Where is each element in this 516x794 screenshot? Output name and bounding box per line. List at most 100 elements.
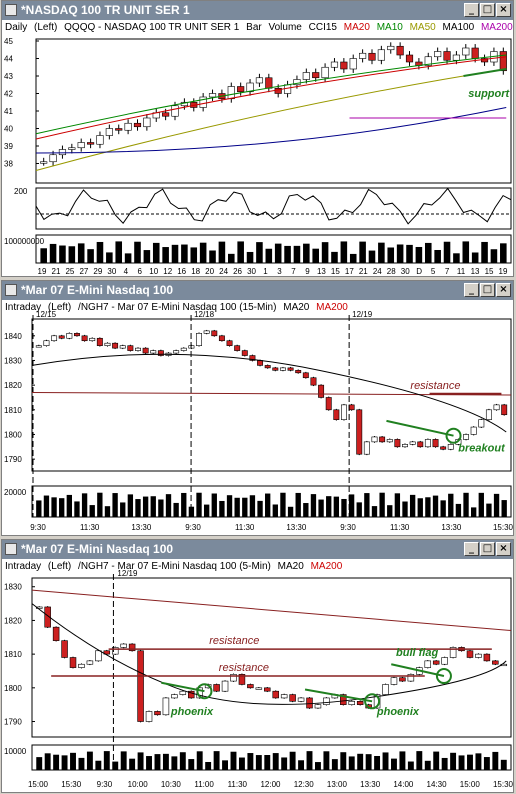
candle-body <box>43 340 50 346</box>
candle-body <box>409 441 416 445</box>
candle-body <box>154 711 161 716</box>
candle-body <box>359 52 367 59</box>
volume-bar <box>228 253 235 263</box>
session-date-label: 12/18 <box>194 310 215 319</box>
volume-bar <box>203 504 210 517</box>
x-tick-label: 6 <box>138 267 143 276</box>
candle-body <box>124 122 132 131</box>
volume-bar <box>440 500 446 517</box>
volume-bar <box>142 496 149 517</box>
candle-body <box>443 51 451 61</box>
header-symbol: /NGH7 - Mar 07 E-Mini Nasdaq 100 (5-Min) <box>78 561 271 572</box>
minimize-button[interactable]: _ <box>464 283 479 297</box>
volume-bar <box>424 760 431 770</box>
volume-bar <box>471 252 479 263</box>
fifteen-min-chart-window: *Mar 07 E-Mini Nasdaq 100 _ □ × Intraday… <box>1 280 514 536</box>
volume-bar <box>51 497 57 517</box>
volume-bar <box>326 496 332 517</box>
candle-body <box>211 330 218 337</box>
volume-bar <box>265 493 271 517</box>
x-tick-label: 9:30 <box>340 523 356 532</box>
y-tick-label: 44 <box>4 55 13 64</box>
volume-bar <box>249 495 256 517</box>
ma-line-ma10 <box>35 54 507 135</box>
x-tick-label: 30 <box>247 267 256 276</box>
volume-bar <box>238 757 245 770</box>
candle-body <box>432 660 440 665</box>
volume-bar <box>211 493 217 517</box>
window-icon <box>5 543 17 555</box>
candle-body <box>480 58 489 63</box>
candle-body <box>349 58 357 70</box>
minimize-button[interactable]: _ <box>464 3 479 17</box>
volume-bar <box>448 493 454 517</box>
window-titlebar[interactable]: *NASDAQ 100 TR UNIT SER 1 _ □ × <box>2 1 513 20</box>
candle-body <box>96 337 103 346</box>
candle-body <box>399 677 406 682</box>
maximize-button[interactable]: □ <box>480 3 495 17</box>
volume-bar <box>95 760 102 770</box>
minimize-button[interactable]: _ <box>464 542 479 556</box>
maximize-button[interactable]: □ <box>480 542 495 556</box>
candle-body <box>150 350 157 354</box>
candle-body <box>128 643 136 652</box>
header-interval: Daily <box>5 22 28 33</box>
candle-body <box>255 77 264 84</box>
volume-bar <box>500 759 507 770</box>
volume-bar <box>424 242 432 263</box>
x-tick-label: 15:30 <box>493 780 513 789</box>
candle-body <box>119 345 126 349</box>
close-button[interactable]: × <box>496 3 511 17</box>
volume-bar <box>89 505 95 517</box>
volume-bar <box>406 244 413 263</box>
candle-body <box>199 96 207 108</box>
resistance-label: resistance <box>410 380 460 392</box>
phoenix-circle <box>196 683 213 700</box>
candle-body <box>289 694 296 702</box>
support-label: support <box>468 88 510 100</box>
x-tick-label: 4 <box>124 267 129 276</box>
x-tick-label: 28 <box>387 267 396 276</box>
volume-bar <box>129 758 136 770</box>
candle-body <box>280 694 288 699</box>
volume-bar <box>81 493 88 517</box>
x-tick-label: 1 <box>263 267 268 276</box>
window-titlebar[interactable]: *Mar 07 E-Mini Nasdaq 100 _ □ × <box>2 281 513 300</box>
volume-bar <box>340 241 348 263</box>
volume-bar <box>205 761 212 770</box>
volume-bar <box>154 754 161 770</box>
candle-body <box>396 45 404 56</box>
candle-body <box>272 367 279 371</box>
candle-body <box>471 47 479 59</box>
x-tick-label: 15:00 <box>28 780 49 789</box>
volume-bar <box>493 493 500 517</box>
volume-bar <box>264 755 271 770</box>
header-symbol: QQQQ - NASDAQ 100 TR UNIT SER 1 <box>64 22 240 33</box>
window-title: *NASDAQ 100 TR UNIT SER 1 <box>21 3 190 17</box>
volume-bar <box>96 241 104 263</box>
y-tick-label: 41 <box>4 107 13 116</box>
volume-pane-frame <box>31 744 512 771</box>
candle-body <box>246 82 254 93</box>
close-button[interactable]: × <box>496 283 511 297</box>
volume-bar <box>226 495 233 517</box>
window-titlebar[interactable]: *Mar 07 E-Mini Nasdaq 100 _ □ × <box>2 540 513 559</box>
volume-bar <box>298 760 305 770</box>
candle-body <box>501 404 508 416</box>
volume-bar <box>306 751 313 770</box>
candle-body <box>143 117 151 128</box>
volume-bar <box>314 762 321 770</box>
session-date-label: 12/19 <box>117 569 138 578</box>
volume-bar <box>453 253 460 263</box>
x-tick-label: 30 <box>107 267 116 276</box>
maximize-button[interactable]: □ <box>480 283 495 297</box>
candle-body <box>87 142 95 145</box>
fifteen-min-chart: 1790 1800 1810 1820 1830 1840 9:30 11:30 13:30 9:… <box>4 310 513 532</box>
candle-body <box>264 687 271 692</box>
volume-bar <box>331 759 338 770</box>
close-button[interactable]: × <box>496 542 511 556</box>
candle-body <box>462 47 470 56</box>
candle-body <box>379 436 386 443</box>
header-ma10: MA10 <box>376 22 403 33</box>
volume-bar <box>441 757 448 770</box>
